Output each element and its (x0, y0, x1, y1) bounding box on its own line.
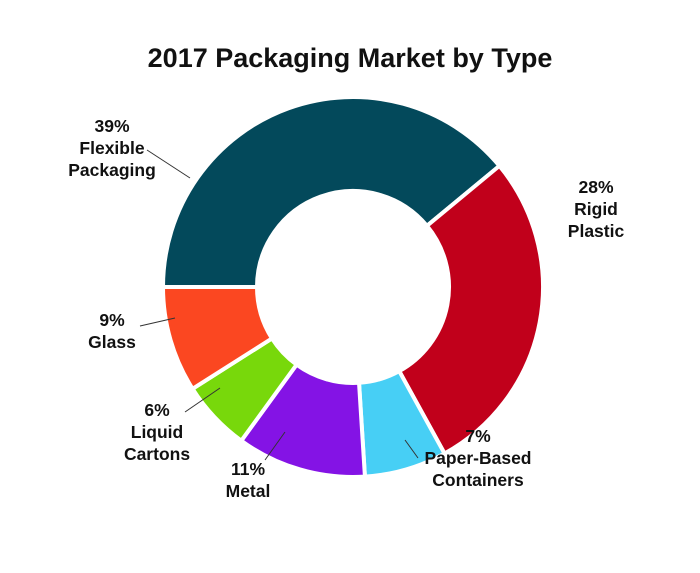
slice-category-label: Metal (226, 481, 271, 501)
slice-label-1: 28% Rigid Plastic (568, 177, 625, 241)
slice-value-label: 39% (94, 116, 129, 136)
slice-category-label: Glass (88, 332, 136, 352)
chart-title: 2017 Packaging Market by Type (148, 43, 553, 73)
slice-0 (161, 95, 502, 289)
slice-labels: 39% Flexible Packaging 28% Rigid Plastic 7% Pap… (68, 116, 624, 501)
leader-lines (139, 149, 419, 461)
slice-label-4: 6% Liquid Cartons (124, 400, 190, 464)
slice-category-label: Paper-Based (425, 448, 532, 468)
slice-1 (397, 163, 545, 456)
slice-value-label: 9% (99, 310, 125, 330)
slice-category-label: Packaging (68, 160, 156, 180)
slice-label-5: 9% Glass (88, 310, 136, 352)
leader-line-2 (404, 439, 419, 459)
slice-label-3: 11% Metal (226, 459, 271, 501)
slice-5 (161, 285, 274, 391)
slice-category-label: Containers (432, 470, 524, 490)
donut-slices (161, 95, 545, 479)
slice-category-label: Cartons (124, 444, 190, 464)
slice-value-label: 28% (578, 177, 613, 197)
slice-value-label: 7% (465, 426, 491, 446)
slice-category-label: Rigid (574, 199, 618, 219)
slice-category-label: Plastic (568, 221, 625, 241)
slice-category-label: Flexible (79, 138, 144, 158)
leader-line-5 (139, 317, 176, 327)
leader-line-0 (146, 149, 191, 179)
slice-label-0: 39% Flexible Packaging (68, 116, 156, 180)
slice-value-label: 11% (231, 459, 265, 479)
slice-value-label: 6% (144, 400, 170, 420)
leader-line-3 (264, 431, 286, 461)
slice-category-label: Liquid (131, 422, 183, 442)
leader-line-4 (184, 387, 221, 413)
slice-label-2: 7% Paper-Based Containers (425, 426, 532, 490)
